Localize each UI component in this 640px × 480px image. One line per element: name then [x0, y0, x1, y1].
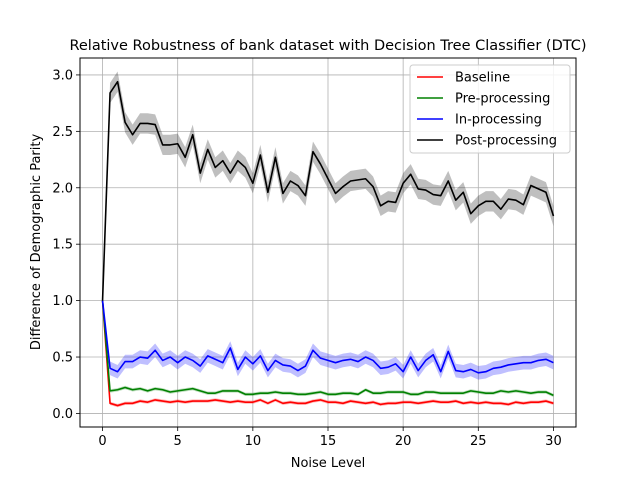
x-axis-ticks: 0 5 10 15 20 25 30: [98, 427, 562, 449]
x-tick-label: 20: [395, 434, 412, 449]
legend-label-pre-processing: Pre-processing: [455, 92, 550, 107]
legend-label-in-processing: In-processing: [455, 113, 542, 128]
y-tick-label: 3.0: [52, 68, 73, 83]
y-tick-label: 2.0: [52, 181, 73, 196]
y-tick-label: 0.5: [52, 351, 73, 366]
pre-processing-line: [101, 300, 554, 397]
legend-label-baseline: Baseline: [455, 71, 510, 86]
x-tick-label: 30: [545, 434, 562, 449]
x-tick-label: 0: [98, 434, 106, 449]
y-axis-ticks: 0.0 0.5 1.0 1.5 2.0 2.5 3.0: [52, 68, 80, 422]
y-tick-label: 1.0: [52, 294, 73, 309]
legend-label-post-processing: Post-processing: [455, 134, 557, 149]
chart-title: Relative Robustness of bank dataset with…: [69, 38, 586, 54]
in-processing-line: [101, 300, 554, 374]
post-processing-line: [101, 80, 555, 301]
x-tick-label: 25: [470, 434, 487, 449]
x-tick-label: 10: [245, 434, 262, 449]
series-lines: [101, 80, 555, 407]
y-axis-title: Difference of Demographic Parity: [29, 134, 44, 351]
x-tick-label: 15: [320, 434, 337, 449]
y-tick-label: 2.5: [52, 125, 73, 140]
baseline-line: [101, 300, 554, 407]
post-processing-band: [102, 71, 554, 301]
y-tick-label: 1.5: [52, 238, 73, 253]
legend-box: [409, 64, 571, 154]
x-tick-label: 5: [174, 434, 182, 449]
x-axis-title: Noise Level: [291, 456, 366, 471]
y-tick-label: 0.0: [52, 407, 73, 422]
legend: Baseline Pre-processing In-processing Post-…: [409, 64, 571, 154]
